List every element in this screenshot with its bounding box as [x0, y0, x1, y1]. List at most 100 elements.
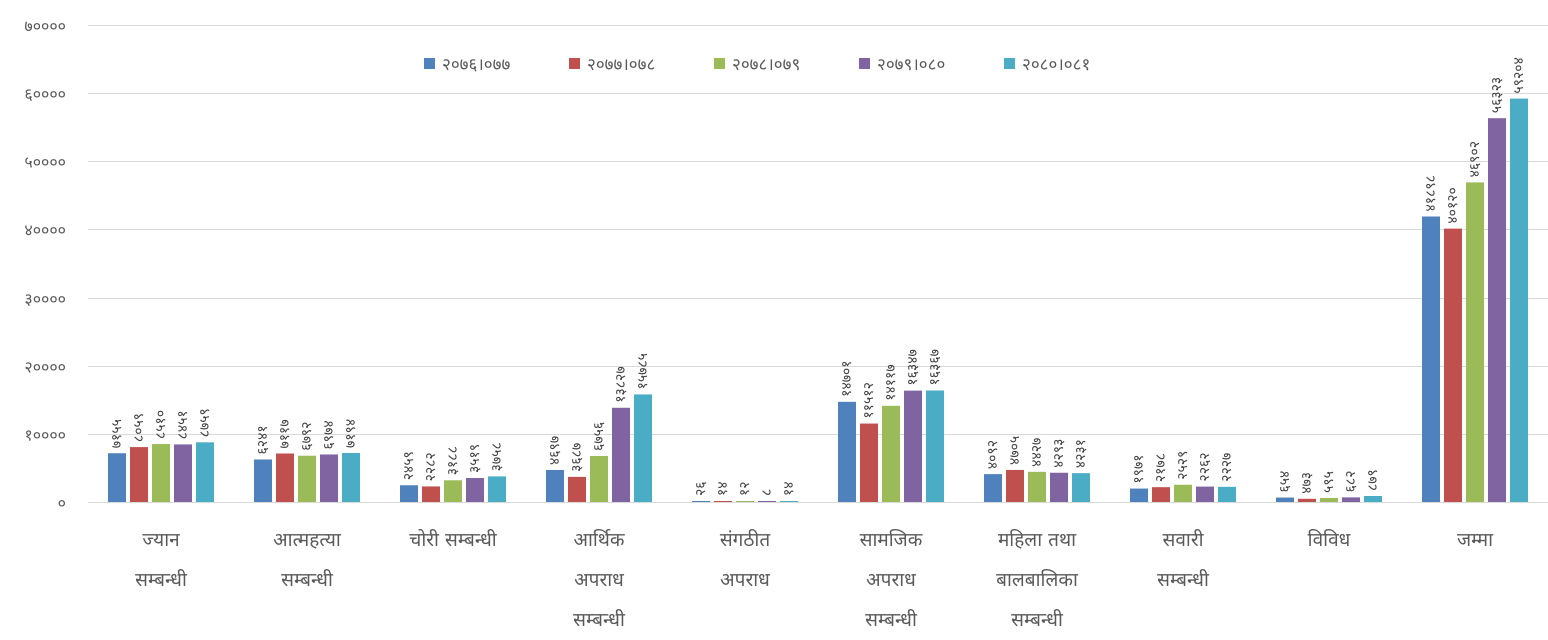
bar [276, 453, 294, 502]
bar [298, 455, 316, 502]
data-label: ६५४ [1277, 471, 1293, 493]
bar [1466, 182, 1484, 503]
bar [860, 423, 878, 502]
bar [1130, 488, 1148, 502]
legend-label: २०७८।०७९ [732, 55, 800, 75]
category-label: सम्बन्धी [865, 608, 918, 631]
category-label: सम्बन्धी [1011, 608, 1064, 631]
y-axis-ticks: ० १०००० २०००० ३०००० ४०००० ५०००० ६०००० ७०००० [24, 17, 66, 513]
bar [1364, 496, 1382, 502]
category-label: सम्बन्धी [1157, 568, 1210, 591]
category-label: महिला तथा [998, 528, 1077, 551]
bar [1218, 486, 1236, 502]
bar [1510, 98, 1528, 503]
category-label: अपराध [574, 569, 624, 591]
data-label: ४७०५ [1007, 436, 1023, 465]
bar [444, 480, 462, 502]
bar [1152, 487, 1170, 502]
bar [1072, 473, 1090, 502]
gridlines [88, 25, 1548, 503]
legend-swatch [569, 58, 580, 69]
data-label: ५९२०४ [1511, 57, 1527, 93]
data-label: ४६९०२ [1467, 141, 1483, 177]
category-label: आर्थिक [573, 528, 624, 551]
category-label: सम्बन्धी [281, 568, 334, 591]
bar [1028, 471, 1046, 502]
category-labels: ज्यान सम्बन्धी आत्महत्या सम्बन्धी चोरी सम्बन… [135, 528, 1494, 631]
data-label: ६७९२ [299, 422, 315, 451]
bar [108, 453, 126, 502]
bar [546, 469, 564, 502]
category-label: चोरी सम्बन्धी [409, 528, 498, 551]
bar [736, 501, 754, 502]
bar [984, 474, 1002, 502]
data-label: ४४२७ [1029, 438, 1045, 467]
legend-label: २०८०।०८१ [1022, 55, 1090, 75]
data-label: ४१८९८ [1423, 175, 1439, 211]
bar [1444, 228, 1462, 503]
category-label: सामजिक [860, 528, 923, 551]
y-tick-label: ० [58, 494, 66, 513]
data-label: ६९७४ [321, 420, 337, 449]
y-tick-label: ६०००० [24, 85, 66, 104]
data-label: १३८२७ [613, 366, 629, 402]
legend-swatch [859, 58, 870, 69]
y-tick-label: ५०००० [24, 153, 66, 172]
data-label: १९७१ [1131, 454, 1147, 483]
data-label: ८ [759, 489, 775, 496]
y-tick-label: १०००० [24, 426, 66, 445]
bar [1488, 118, 1506, 503]
legend-swatch [714, 58, 725, 69]
data-label: १६३६७ [927, 349, 943, 385]
bar [1050, 472, 1068, 502]
y-tick-label: ३०००० [24, 290, 66, 309]
data-labels: ७१५५ ८०५९ ८५१० ८४५१ ८७५९ ६२४१ ७११७ ६७९२ ६९७४ ७१९४… [109, 57, 1527, 496]
data-label: ५६३२३ [1489, 77, 1505, 113]
data-label: ८०५९ [131, 413, 147, 442]
category-label: संगठीत [720, 528, 772, 551]
legend-label: २०७६।०७७ [442, 55, 510, 75]
data-label: ४०१२० [1445, 187, 1461, 223]
data-label: ७११७ [277, 419, 293, 448]
bar [1006, 469, 1024, 502]
data-label: ५९५ [1321, 471, 1337, 493]
bar [634, 394, 652, 502]
bar [466, 478, 484, 502]
category-label: विविध [1308, 528, 1351, 551]
data-label: ४०९२ [985, 440, 1001, 469]
bar [152, 444, 170, 502]
bar [904, 390, 922, 502]
bar [320, 454, 338, 502]
data-label: २६ [693, 481, 709, 496]
data-label: ३५१९ [467, 444, 483, 473]
data-label: ७१९४ [343, 419, 359, 448]
data-label: ६८२ [1343, 471, 1359, 493]
data-label: १५७८५ [635, 353, 651, 389]
bar [1298, 498, 1316, 502]
data-label: ८४५१ [175, 410, 191, 439]
y-tick-label: २०००० [24, 358, 66, 377]
legend-label: २०७७।०७८ [587, 55, 655, 75]
data-label: २२६२ [1197, 452, 1213, 481]
data-label: ४२९३ [1051, 439, 1067, 468]
bar [714, 501, 732, 502]
bar [1196, 486, 1214, 502]
data-label: ११५१२ [861, 382, 877, 418]
legend-label: २०७९।०८० [877, 55, 945, 75]
data-label: ६२४१ [255, 425, 271, 454]
data-label: ३१८८ [445, 446, 461, 475]
bar [254, 459, 272, 502]
category-label: सम्बन्धी [135, 568, 188, 591]
bar [174, 444, 192, 502]
bar [780, 501, 798, 502]
bar [1174, 484, 1192, 502]
data-label: ३६८७ [569, 443, 585, 472]
data-label: ८७५९ [197, 408, 213, 437]
data-label: १४ [715, 481, 731, 496]
category-label: सवारी [1162, 528, 1204, 551]
bar [130, 447, 148, 502]
bar [342, 452, 360, 502]
bar [400, 485, 418, 502]
data-label: १४११७ [883, 364, 899, 400]
data-label: २२२७ [1219, 453, 1235, 482]
